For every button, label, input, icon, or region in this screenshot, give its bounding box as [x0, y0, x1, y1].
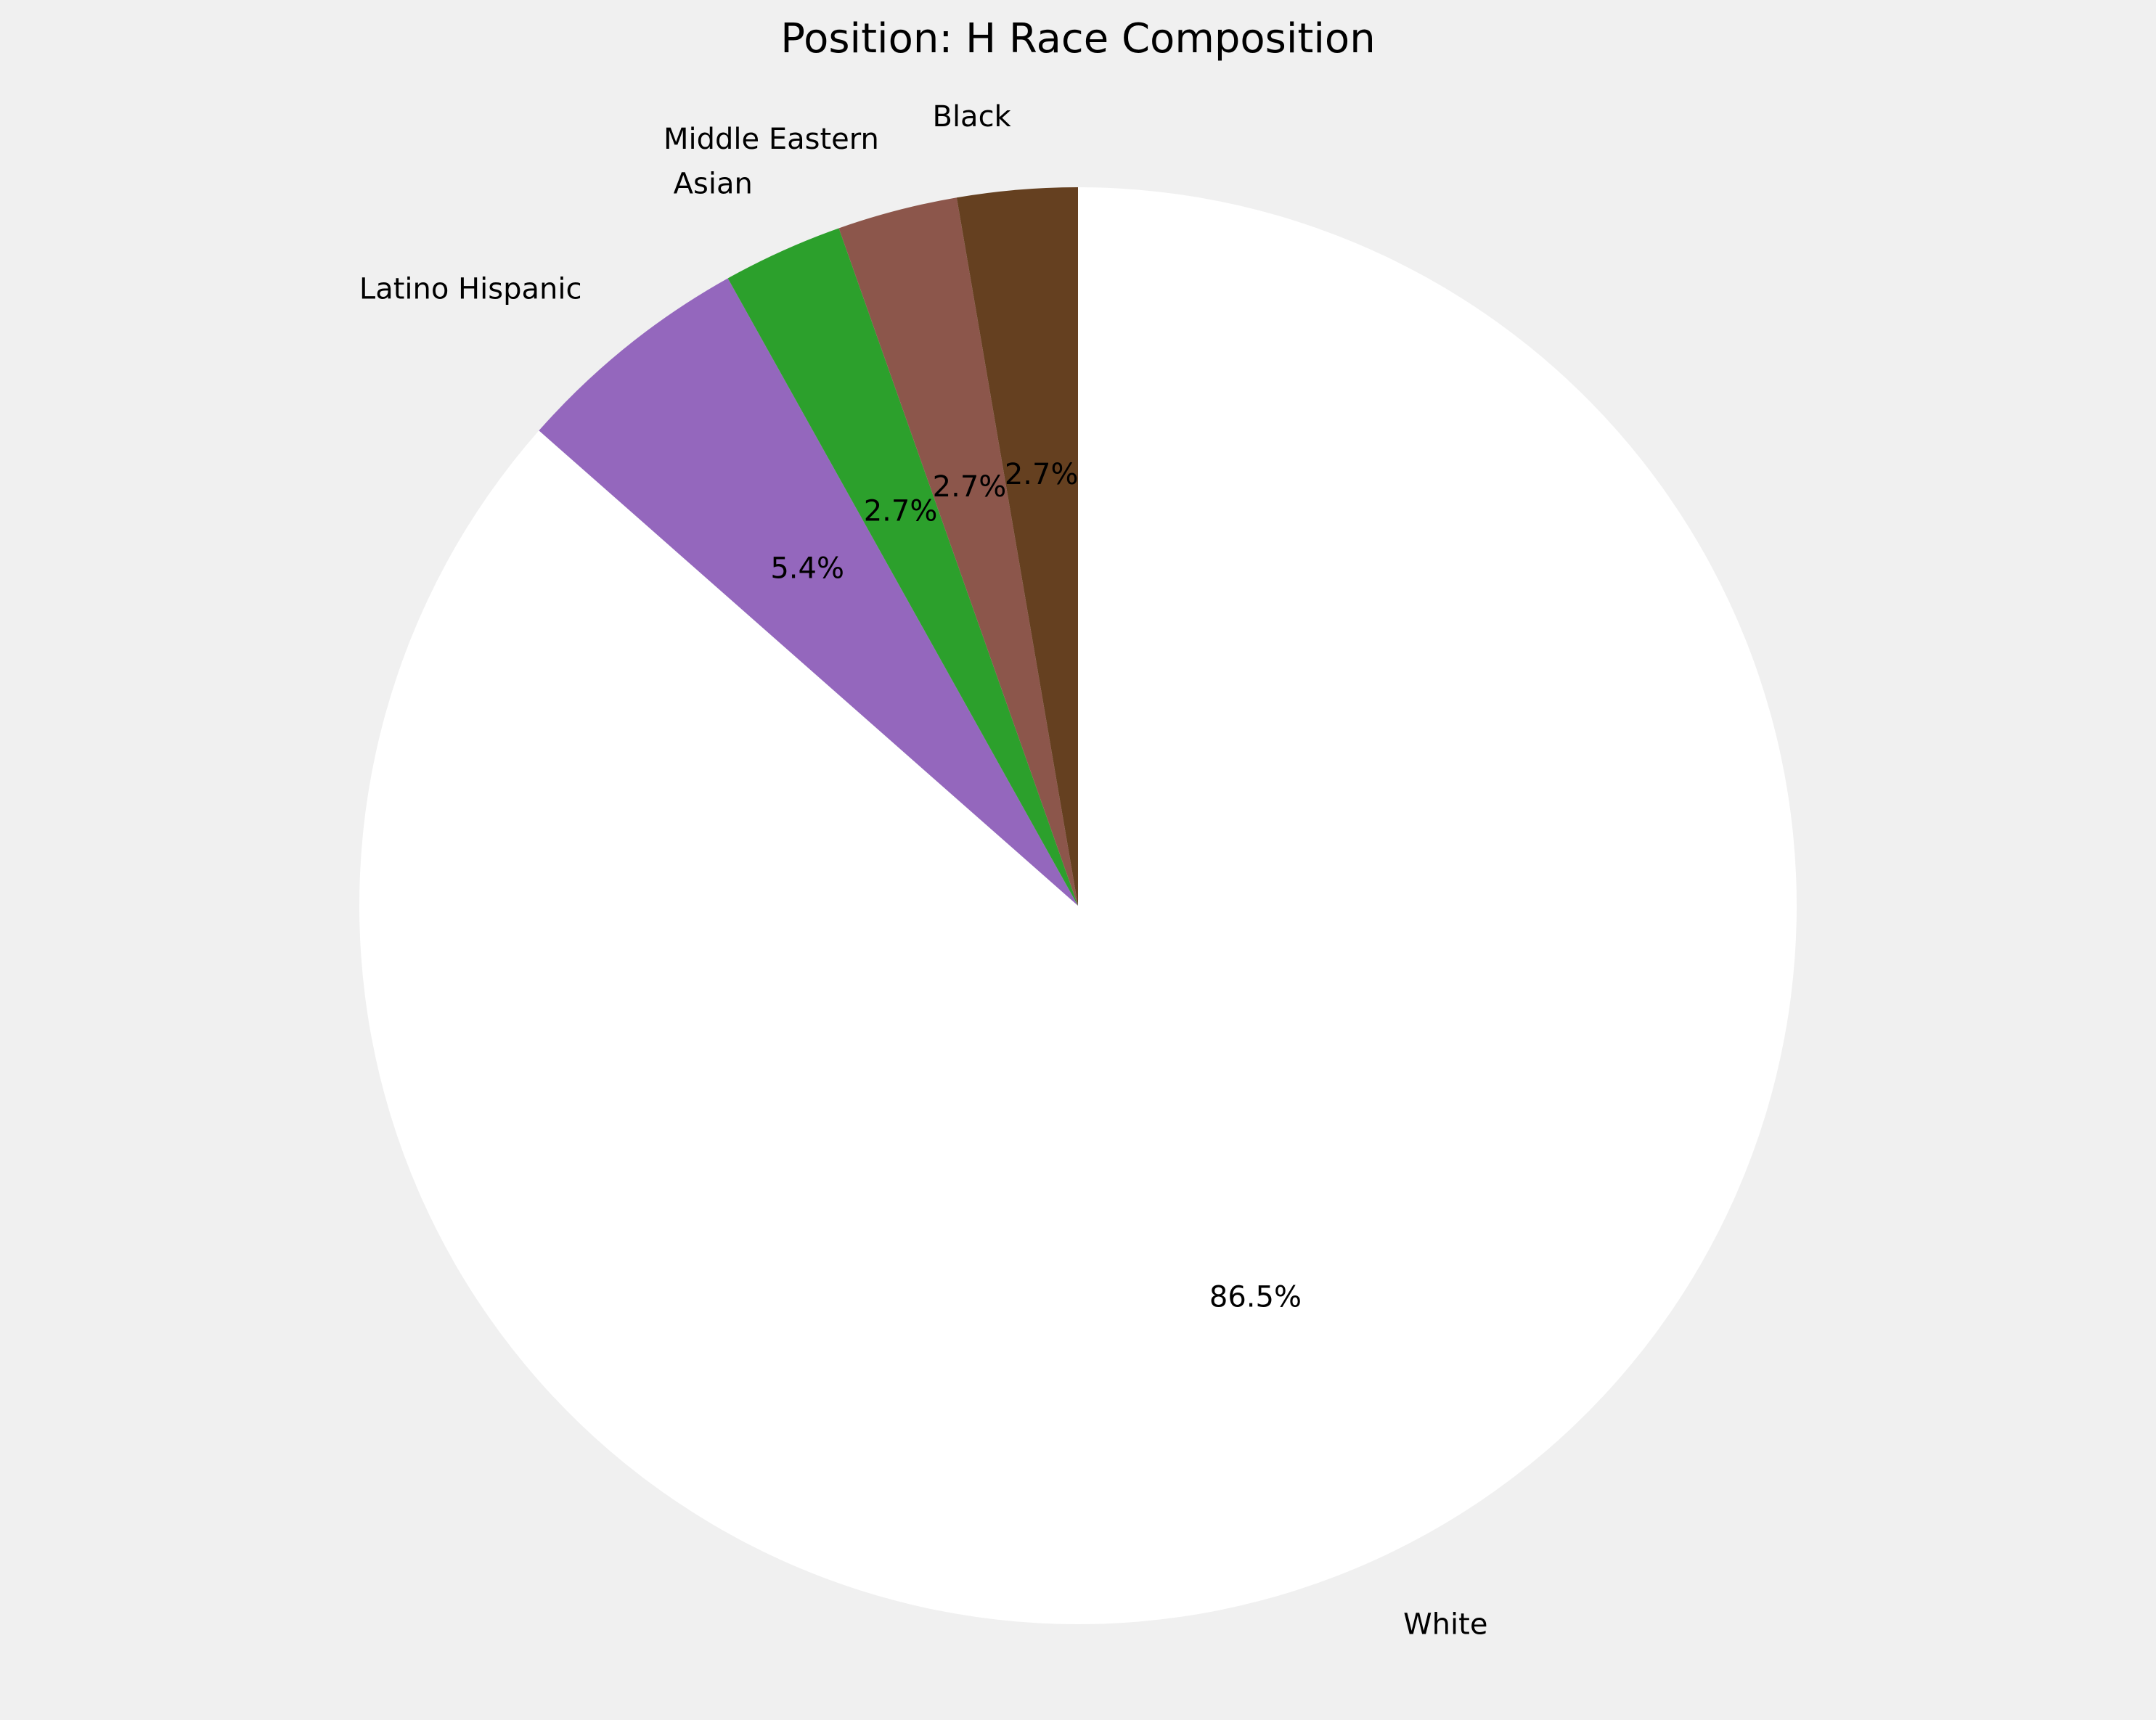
pie-slice-latino-hispanic: [539, 278, 1078, 906]
slice-label: Black: [933, 100, 1012, 134]
slice-percent-label: 2.7%: [864, 495, 938, 528]
slice-percent-label: 86.5%: [1209, 1280, 1302, 1314]
slice-percent-label: 5.4%: [770, 552, 844, 586]
slices-layer: [359, 187, 1797, 1624]
chart-title: Position: H Race Composition: [780, 15, 1375, 62]
slice-label: White: [1403, 1608, 1487, 1642]
pie-slice-middle-eastern: [838, 197, 1078, 906]
pie-slice-asian: [727, 228, 1078, 906]
slice-label: Asian: [674, 167, 753, 200]
slice-label: Latino Hispanic: [359, 272, 582, 306]
pie-slice-black: [956, 187, 1078, 906]
slice-percent-label: 2.7%: [1005, 458, 1079, 491]
labels-layer: White 86.5% Latino Hispanic 5.4% Asian 2.7% Mi…: [359, 100, 1488, 1642]
slice-percent-label: 2.7%: [933, 470, 1007, 504]
slice-label: Middle Eastern: [663, 123, 879, 156]
